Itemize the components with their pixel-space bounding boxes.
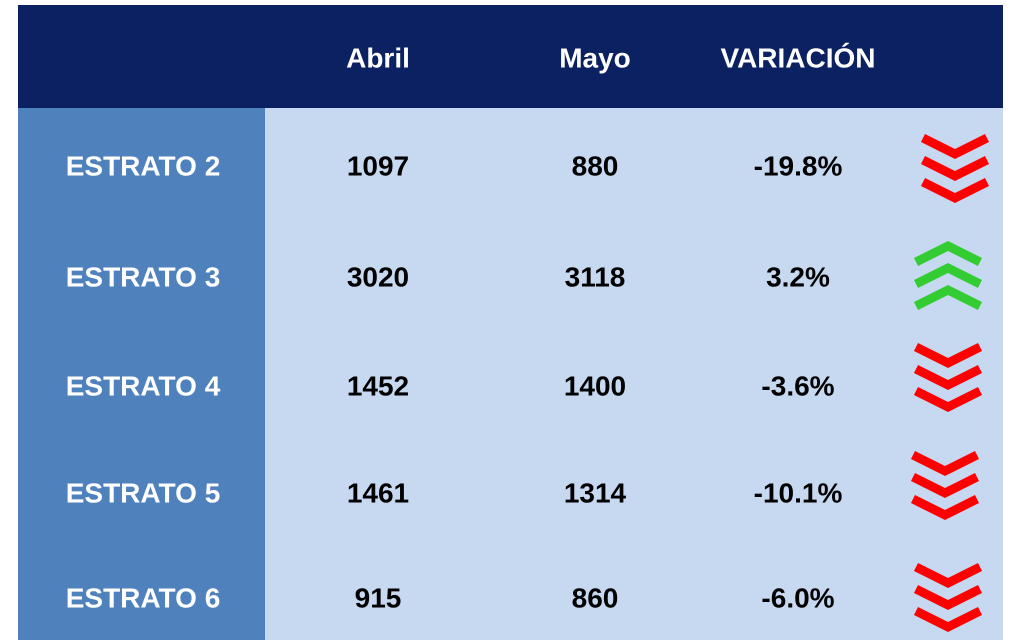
row-label: ESTRATO 4 (66, 370, 221, 401)
cell-value: 860 (572, 582, 619, 613)
cell-value: 1461 (347, 477, 409, 508)
cell-value: 3020 (347, 261, 409, 292)
label-column (18, 108, 265, 640)
row-label: ESTRATO 6 (66, 582, 221, 613)
cell-value: -3.6% (761, 370, 834, 401)
column-header: Abril (346, 42, 410, 73)
header-band (18, 5, 1003, 108)
cell-value: 880 (572, 150, 619, 181)
cell-value: 1314 (564, 477, 627, 508)
row-label: ESTRATO 5 (66, 477, 221, 508)
cell-value: 3118 (565, 261, 626, 292)
cell-value: -6.0% (761, 582, 834, 613)
row-label: ESTRATO 2 (66, 150, 221, 181)
cell-value: -19.8% (754, 150, 843, 181)
body-area (265, 108, 1003, 640)
cell-value: 1097 (347, 150, 409, 181)
cell-value: -10.1% (754, 477, 843, 508)
cell-value: 1452 (347, 370, 409, 401)
column-header: VARIACIÓN (720, 42, 875, 73)
column-header: Mayo (559, 42, 631, 73)
row-label: ESTRATO 3 (66, 261, 221, 292)
cell-value: 3.2% (766, 261, 830, 292)
cell-value: 1400 (564, 370, 626, 401)
cell-value: 915 (355, 582, 402, 613)
cells: Abril Mayo VARIACIÓN ESTRATO 2 1097 880 -19.8%… (66, 42, 876, 613)
